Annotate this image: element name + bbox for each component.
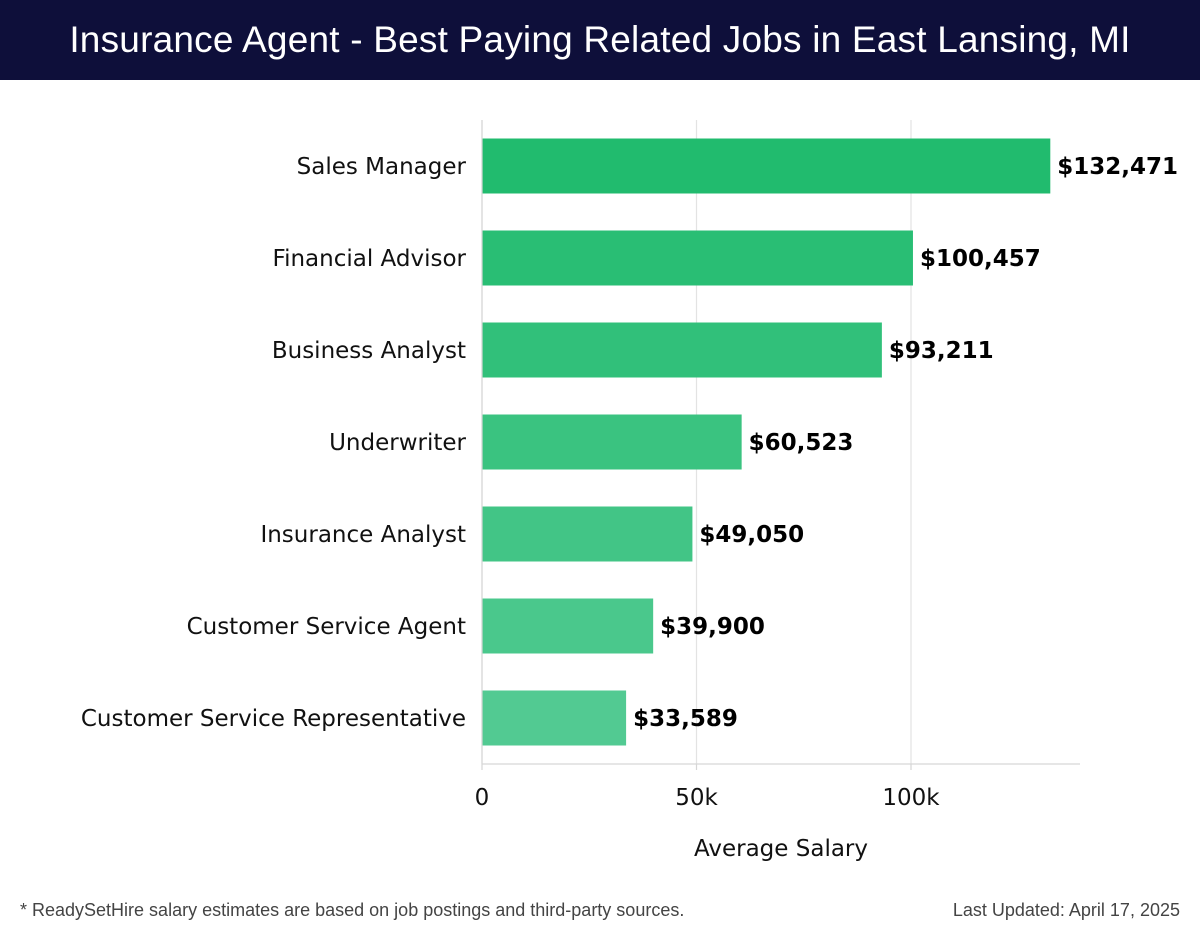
x-tick-label: 50k (675, 785, 718, 811)
value-label: $49,050 (699, 522, 804, 548)
x-tick-label: 100k (882, 785, 940, 811)
bar-customer-service-representative (482, 690, 627, 746)
value-label: $132,471 (1057, 154, 1178, 180)
bar-business-analyst (482, 322, 882, 378)
value-label: $33,589 (633, 706, 738, 732)
category-label: Business Analyst (272, 338, 466, 364)
value-label: $39,900 (660, 614, 765, 640)
value-label: $100,457 (920, 246, 1041, 272)
category-label: Underwriter (329, 430, 466, 456)
bar-sales-manager (482, 138, 1051, 194)
category-label: Insurance Analyst (260, 522, 466, 548)
salary-bar-chart: Sales Manager $132,471 Financial Advisor $1… (81, 120, 1178, 862)
category-label: Sales Manager (297, 154, 467, 180)
value-label: $60,523 (749, 430, 854, 456)
last-updated: Last Updated: April 17, 2025 (952, 900, 1180, 920)
bar-insurance-analyst (482, 506, 693, 562)
value-label: $93,211 (889, 338, 994, 364)
category-label: Financial Advisor (273, 246, 467, 272)
x-tick-label: 0 (475, 785, 490, 811)
x-axis-title: Average Salary (694, 836, 868, 862)
chart-title: Insurance Agent - Best Paying Related Jo… (0, 0, 1200, 80)
x-axis: 0 50k 100k (475, 120, 1080, 811)
bar-financial-advisor (482, 230, 913, 286)
bars: Sales Manager $132,471 Financial Advisor $1… (81, 138, 1178, 746)
bar-customer-service-agent (482, 598, 654, 654)
bar-underwriter (482, 414, 742, 470)
footer-note: * ReadySetHire salary estimates are base… (20, 900, 685, 920)
category-label: Customer Service Representative (81, 706, 466, 732)
category-label: Customer Service Agent (187, 614, 466, 640)
